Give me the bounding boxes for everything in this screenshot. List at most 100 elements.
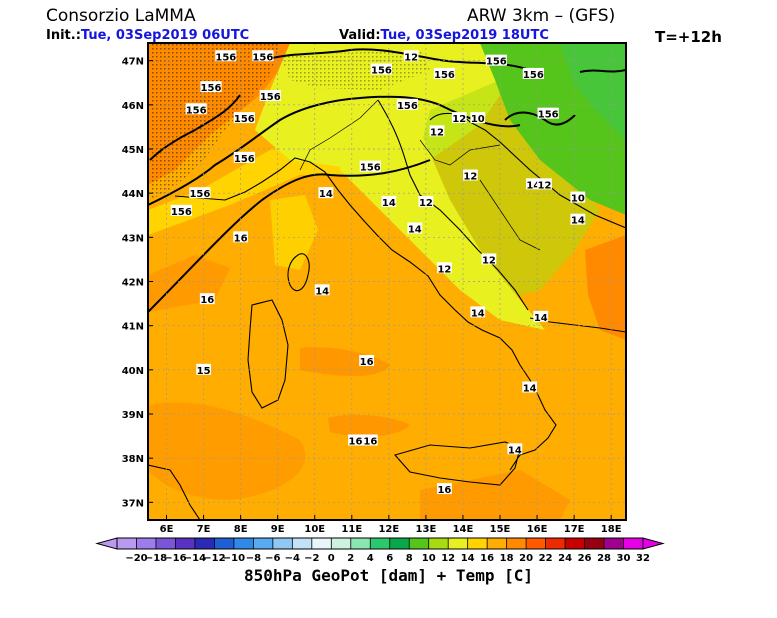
colorbar-tick-label: 24 bbox=[558, 553, 572, 564]
field-title: 850hPa GeoPot [dam] + Temp [C] bbox=[244, 566, 533, 585]
colorbar-swatch bbox=[467, 538, 488, 549]
temp-contour-label-bg bbox=[470, 112, 486, 124]
temp-contour-label-bg bbox=[533, 310, 549, 322]
temp-contour-label: 12 bbox=[430, 127, 444, 138]
colorbar: −20−18−16−14−12−10 −8 −6 −4 −2 0 2 4 6 8 10 12 14 16 1… bbox=[95, 537, 665, 564]
geopot-contour-label: 156 bbox=[171, 207, 192, 218]
colorbar-swatch bbox=[117, 538, 137, 549]
geopot-contour-label-bg bbox=[233, 112, 255, 124]
temp-contour-label-bg bbox=[359, 355, 375, 366]
lon-label: 8E bbox=[234, 524, 248, 535]
temp-contour-label: 16 bbox=[360, 357, 374, 368]
lat-label: 45N bbox=[122, 145, 144, 156]
colorbar-tick-label: −20 bbox=[125, 553, 147, 564]
temp-contour-label: 14 bbox=[408, 225, 422, 236]
colorbar-swatch bbox=[272, 538, 293, 549]
lon-label: 7E bbox=[197, 524, 211, 535]
colorbar-tick-label: 4 bbox=[367, 553, 374, 564]
colorbar-swatch bbox=[526, 538, 547, 549]
lat-label: 40N bbox=[122, 366, 144, 377]
colorbar-swatch bbox=[214, 538, 235, 549]
temp-contour-label-bg bbox=[318, 187, 334, 199]
lon-label: 13E bbox=[416, 524, 437, 535]
lat-label: 43N bbox=[122, 233, 144, 244]
geopotential-labels: 156 156 156 156 156 156 156 156 156 156 156 156 156 1… bbox=[170, 50, 559, 218]
temp-contour-label-bg bbox=[196, 363, 211, 375]
geopot-contour-label-bg bbox=[433, 67, 456, 79]
temp-contour-label-bg bbox=[429, 125, 445, 137]
temp-contour-label-bg bbox=[570, 213, 586, 225]
temp-contour-label-bg bbox=[362, 434, 378, 446]
lon-label: 6E bbox=[160, 524, 174, 535]
temperature-field bbox=[148, 43, 626, 520]
lat-label: 37N bbox=[122, 498, 144, 509]
colorbar-tick-label: −18 bbox=[145, 553, 167, 564]
lon-label: 17E bbox=[564, 524, 585, 535]
colorbar-swatch bbox=[428, 538, 449, 549]
colorbar-tick-label: 28 bbox=[597, 553, 611, 564]
lon-label: 16E bbox=[527, 524, 548, 535]
colorbar-swatch bbox=[623, 538, 644, 549]
longitude-labels: 6E 7E 8E 9E 10E 11E 12E 13E 14E 15E 16E 17E 18E bbox=[160, 515, 622, 535]
colorbar-tick-label: 22 bbox=[539, 553, 553, 564]
geopot-contour-label: 156 bbox=[434, 70, 455, 81]
lat-label: 42N bbox=[122, 278, 144, 289]
temp-contour-label: 10 bbox=[471, 114, 485, 125]
colorbar-swatch bbox=[331, 538, 352, 549]
colorbar-swatch bbox=[370, 538, 391, 549]
colorbar-tick-label: −6 bbox=[265, 553, 280, 564]
colorbar-swatch bbox=[506, 538, 527, 549]
temp-contour-label-bg bbox=[199, 293, 215, 305]
valid-time: Valid:Tue, 03Sep2019 18UTC bbox=[339, 28, 549, 43]
lon-label: 12E bbox=[378, 524, 399, 535]
colorbar-tick-label: −12 bbox=[203, 553, 225, 564]
init-label: Init.: bbox=[46, 28, 81, 43]
temp-contour-label: 14 bbox=[571, 216, 585, 227]
geopot-contour-label-bg bbox=[485, 54, 507, 66]
temp-contour-label: 16 bbox=[200, 295, 214, 306]
temp-contour-label-bg bbox=[418, 196, 434, 207]
colorbar-arrow-left bbox=[95, 537, 118, 550]
colorbar-swatch bbox=[136, 538, 157, 549]
colorbar-swatch bbox=[155, 538, 176, 549]
geopot-contour-label: 156 bbox=[215, 52, 236, 63]
geopot-contour-label: 156 bbox=[252, 52, 273, 63]
borders bbox=[299, 99, 541, 251]
colorbar-swatch bbox=[389, 538, 410, 549]
colorbar-tick-label: 16 bbox=[480, 553, 494, 564]
colorbar-tick-label: 30 bbox=[617, 553, 631, 564]
geopot-contour-label: 156 bbox=[486, 57, 507, 68]
geopot-contour-label-bg bbox=[215, 50, 237, 62]
temp-contour-label-bg bbox=[437, 262, 452, 274]
temp-contour-label: 14 bbox=[508, 445, 522, 456]
colorbar-swatch bbox=[233, 538, 254, 549]
geopot-contour-label: 156 bbox=[371, 66, 392, 77]
geopot-contour-label-bg bbox=[170, 204, 192, 216]
colorbar-swatch bbox=[311, 538, 332, 549]
colorbar-tick-label: 2 bbox=[347, 553, 354, 564]
lat-label: 39N bbox=[122, 410, 144, 421]
colorbar-arrow-right bbox=[642, 537, 665, 550]
lat-label: 46N bbox=[122, 101, 144, 112]
geopot-contour-label-bg bbox=[189, 187, 211, 199]
colorbar-tick-label: 14 bbox=[461, 553, 475, 564]
colorbar-tick-label: 6 bbox=[386, 553, 393, 564]
temp-contour-label-bg bbox=[537, 178, 552, 190]
temp-contour-label: 12 bbox=[463, 172, 477, 183]
temp-contour-label-bg bbox=[407, 222, 423, 234]
lat-label: 44N bbox=[122, 189, 144, 200]
temp-contour-label: 12 bbox=[482, 255, 496, 266]
temp-contour-label-bg bbox=[507, 443, 523, 455]
geopot-contour-label: 156 bbox=[260, 92, 281, 103]
temp-contour-label-bg bbox=[233, 231, 249, 243]
temp-contour-label: 12 bbox=[452, 114, 466, 125]
temp-contour-label-bg bbox=[381, 196, 397, 207]
init-value: Tue, 03Sep2019 06UTC bbox=[80, 28, 250, 43]
geopot-contour-label: 156 bbox=[523, 70, 544, 81]
colorbar-tick-label: 20 bbox=[519, 553, 533, 564]
colorbar-tick-label: −8 bbox=[246, 553, 261, 564]
init-time: Init.:Tue, 03Sep2019 06UTC bbox=[46, 28, 249, 43]
colorbar-tick-label: −10 bbox=[223, 553, 245, 564]
